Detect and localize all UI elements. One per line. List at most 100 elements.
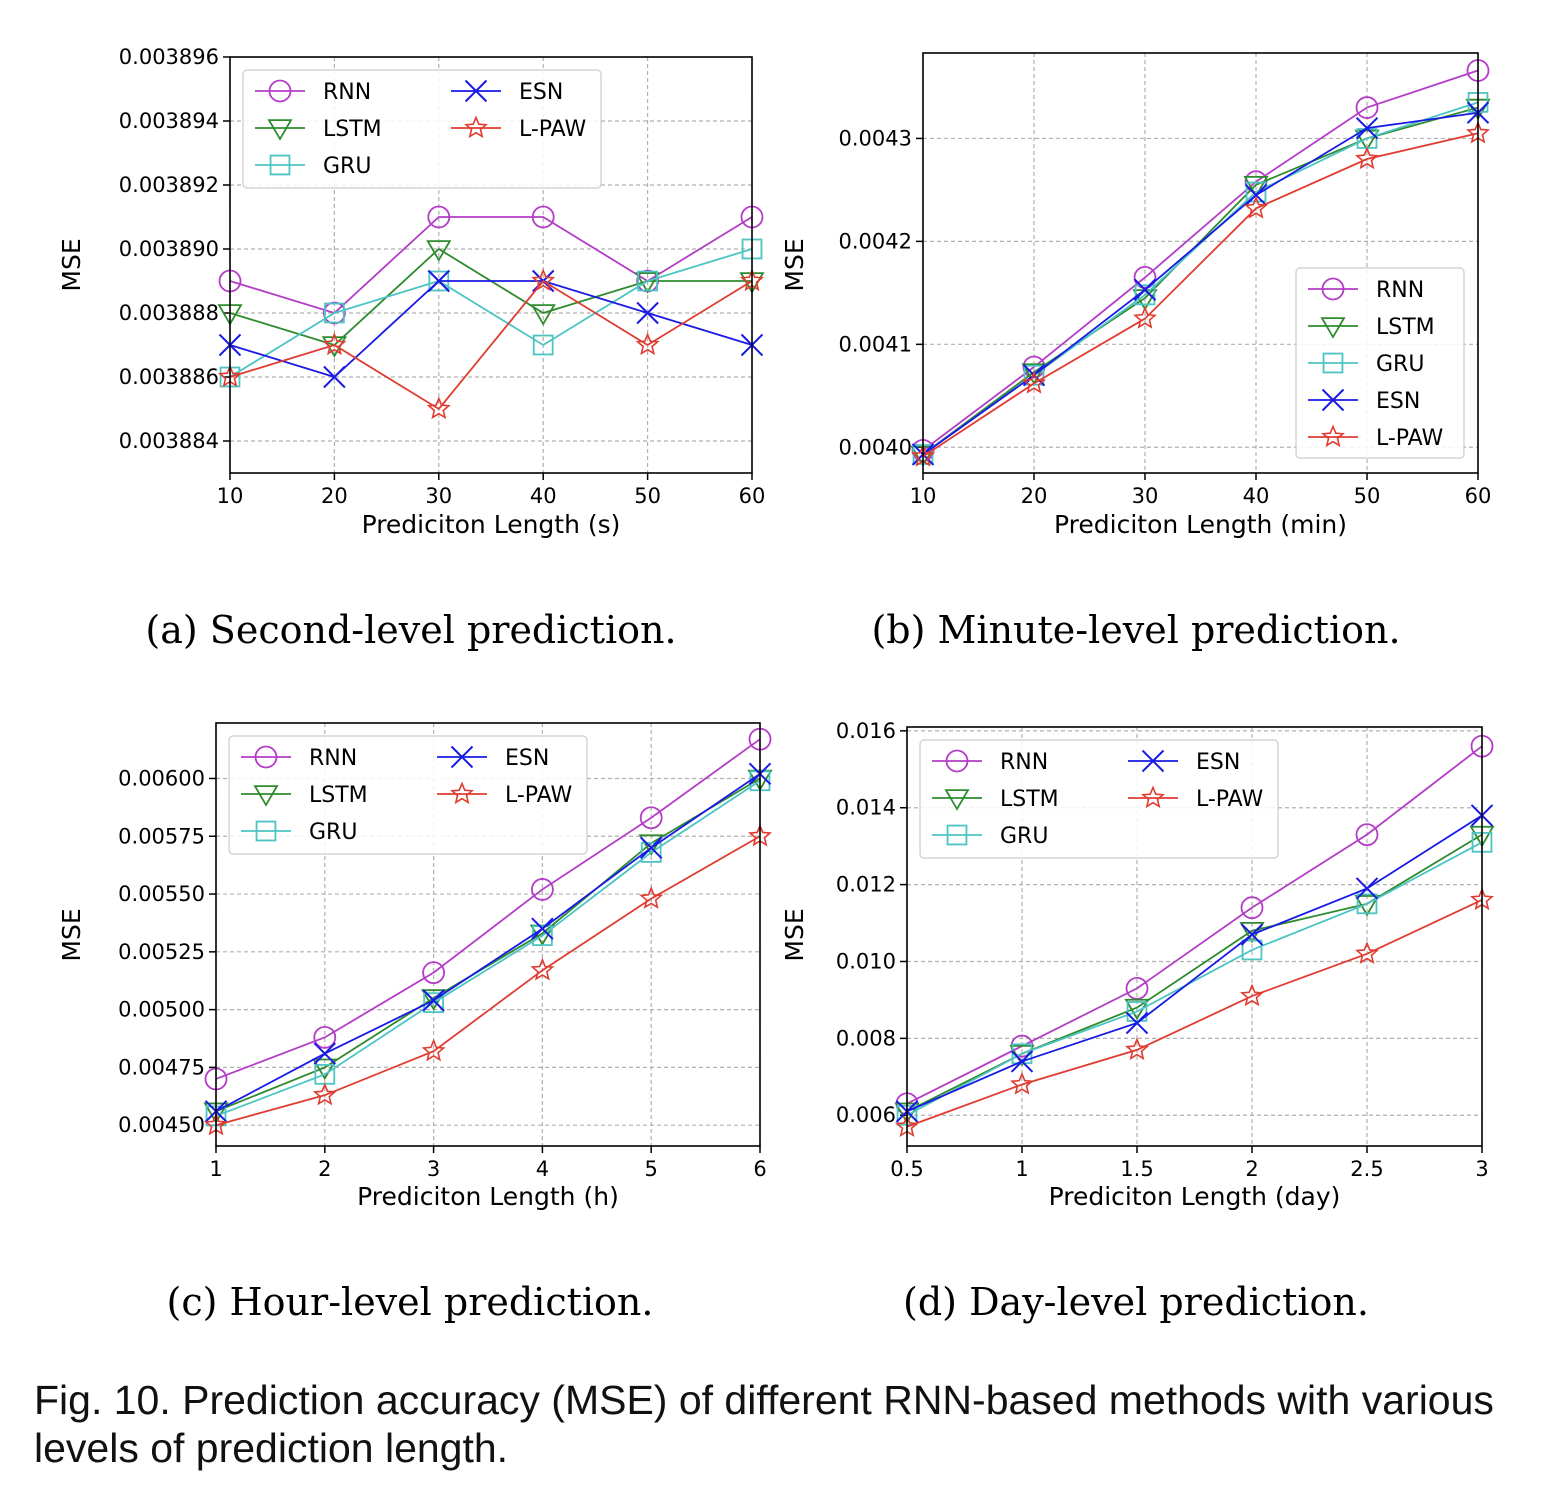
- data-point-esn: [427, 269, 451, 293]
- data-point-lstm: [530, 304, 556, 326]
- x-tick-label: 30: [425, 484, 452, 508]
- legend-label: ESN: [519, 80, 563, 105]
- data-point-gru: [1126, 1001, 1148, 1022]
- legend-label: L-PAW: [519, 117, 587, 142]
- legend-label: RNN: [309, 746, 357, 771]
- y-axis-label: MSE: [57, 238, 86, 291]
- chart-b: 10 20 30 40 50 60 0.0040 0.0041 0.0042 0.0043 Pred…: [780, 52, 1492, 652]
- data-point-gru: [1134, 284, 1156, 306]
- data-point-lstm: [635, 272, 661, 294]
- y-tick-label: 0.010: [836, 949, 896, 973]
- data-point-esn: [1240, 923, 1264, 946]
- legend-entry-esn: ESN: [1308, 388, 1420, 414]
- legend-marker: [255, 820, 277, 842]
- y-tick-label: 0.0043: [839, 126, 912, 150]
- x-tick-label: 3: [427, 1157, 440, 1181]
- data-point-l-paw: [421, 1038, 446, 1062]
- legend-marker: [944, 789, 970, 811]
- data-point-l-paw: [1355, 146, 1379, 170]
- data-point-l-paw: [1022, 370, 1046, 394]
- data-point-lstm: [1243, 175, 1269, 198]
- data-point-rnn: [1355, 96, 1379, 119]
- legend-marker: [253, 785, 279, 807]
- y-tick-label: 0.008: [836, 1026, 896, 1050]
- series-line-rnn: [906, 745, 1483, 1105]
- data-point-rnn: [1240, 896, 1264, 920]
- y-tick-label: 0.003884: [119, 429, 219, 453]
- data-point-lstm: [312, 1058, 338, 1081]
- legend-marker: [946, 824, 968, 846]
- legend-entry-rnn: RNN: [932, 749, 1048, 775]
- data-point-esn: [1125, 1011, 1149, 1035]
- data-point-rnn: [313, 1025, 337, 1049]
- legend-box: [228, 735, 588, 855]
- legend-label: RNN: [1000, 750, 1048, 775]
- legend-entry-lstm: LSTM: [1308, 315, 1435, 340]
- x-tick-label: 0.5: [890, 1157, 923, 1181]
- legend-entry-gru: GRU: [1308, 352, 1424, 377]
- series-line-l-paw: [215, 835, 761, 1127]
- legend-entry-rnn: RNN: [241, 745, 357, 771]
- x-tick-label: 60: [1465, 484, 1492, 508]
- series-line-rnn: [229, 216, 753, 315]
- series-line-gru: [229, 248, 753, 378]
- legend-entry-gru: GRU: [241, 820, 357, 845]
- x-tick-label: 50: [1354, 484, 1381, 508]
- x-axis-label: Prediciton Length (day): [1049, 1182, 1341, 1211]
- chart-a: 10 20 30 40 50 60 0.003884 0.003886 0.003888 0.00…: [57, 45, 765, 652]
- legend-label: ESN: [505, 746, 549, 771]
- legend-entry-esn: ESN: [451, 79, 563, 105]
- y-tick-label: 0.00450: [118, 1113, 205, 1137]
- chart-c: 1 2 3 4 5 6 0.00450 0.00475 0.00500 0.00525 0.0055…: [57, 722, 773, 1324]
- data-point-l-paw: [1355, 941, 1379, 964]
- series-l-paw: [218, 268, 764, 420]
- data-point-rnn: [322, 301, 346, 325]
- legend-entry-l-paw: L-PAW: [1308, 424, 1444, 451]
- x-tick-label: 20: [1021, 484, 1048, 508]
- subcaption: (a) Second-level prediction.: [145, 608, 676, 652]
- data-point-esn: [639, 836, 663, 860]
- x-tick-label: 2.5: [1350, 1157, 1383, 1181]
- data-point-l-paw: [426, 396, 451, 420]
- y-tick-label: 0.0041: [839, 332, 912, 356]
- series-line-lstm: [229, 247, 752, 347]
- data-point-esn: [422, 989, 445, 1012]
- data-point-l-paw: [322, 332, 347, 356]
- series-line-rnn: [215, 738, 761, 1080]
- y-tick-label: 0.003894: [119, 109, 219, 133]
- legend-label: LSTM: [309, 783, 368, 808]
- legend-label: L-PAW: [505, 783, 573, 808]
- legend-label: GRU: [309, 820, 357, 845]
- y-tick-label: 0.006: [836, 1103, 896, 1127]
- data-point-rnn: [1355, 823, 1379, 847]
- x-tick-label: 50: [634, 484, 661, 508]
- legend-label: LSTM: [1000, 787, 1059, 812]
- y-tick-label: 0.003886: [119, 365, 219, 389]
- figure: 10 20 30 40 50 60 0.003884 0.003886 0.003888 0.00…: [57, 45, 1495, 1324]
- y-tick-label: 0.014: [836, 796, 896, 820]
- subcaption: (c) Hour-level prediction.: [167, 1280, 654, 1324]
- series-l-paw: [895, 887, 1494, 1137]
- series-rnn: [218, 205, 764, 325]
- x-tick-label: 10: [910, 484, 937, 508]
- legend-marker: [1141, 749, 1165, 773]
- x-axis-label: Prediciton Length (s): [362, 510, 621, 539]
- legend-label: RNN: [1376, 278, 1424, 303]
- legend-entry-rnn: RNN: [1308, 277, 1424, 303]
- data-point-gru: [637, 270, 658, 292]
- legend-entry-l-paw: L-PAW: [1128, 785, 1264, 812]
- x-tick-label: 1: [209, 1157, 222, 1181]
- subcaption: (b) Minute-level prediction.: [871, 608, 1400, 652]
- x-tick-label: 20: [321, 484, 348, 508]
- y-tick-label: 0.0042: [839, 229, 912, 253]
- legend: RNN LSTM GRU ESN L-PAW: [242, 69, 602, 189]
- y-tick-label: 0.016: [836, 719, 896, 743]
- data-point-gru: [1241, 939, 1263, 961]
- data-point-gru: [1245, 181, 1267, 203]
- legend-entry-esn: ESN: [437, 745, 549, 771]
- x-tick-label: 40: [530, 484, 557, 508]
- series-line-rnn: [922, 69, 1479, 452]
- x-tick-label: 2: [1245, 1157, 1258, 1181]
- series-line-esn: [922, 111, 1479, 456]
- series-line-esn: [229, 280, 753, 379]
